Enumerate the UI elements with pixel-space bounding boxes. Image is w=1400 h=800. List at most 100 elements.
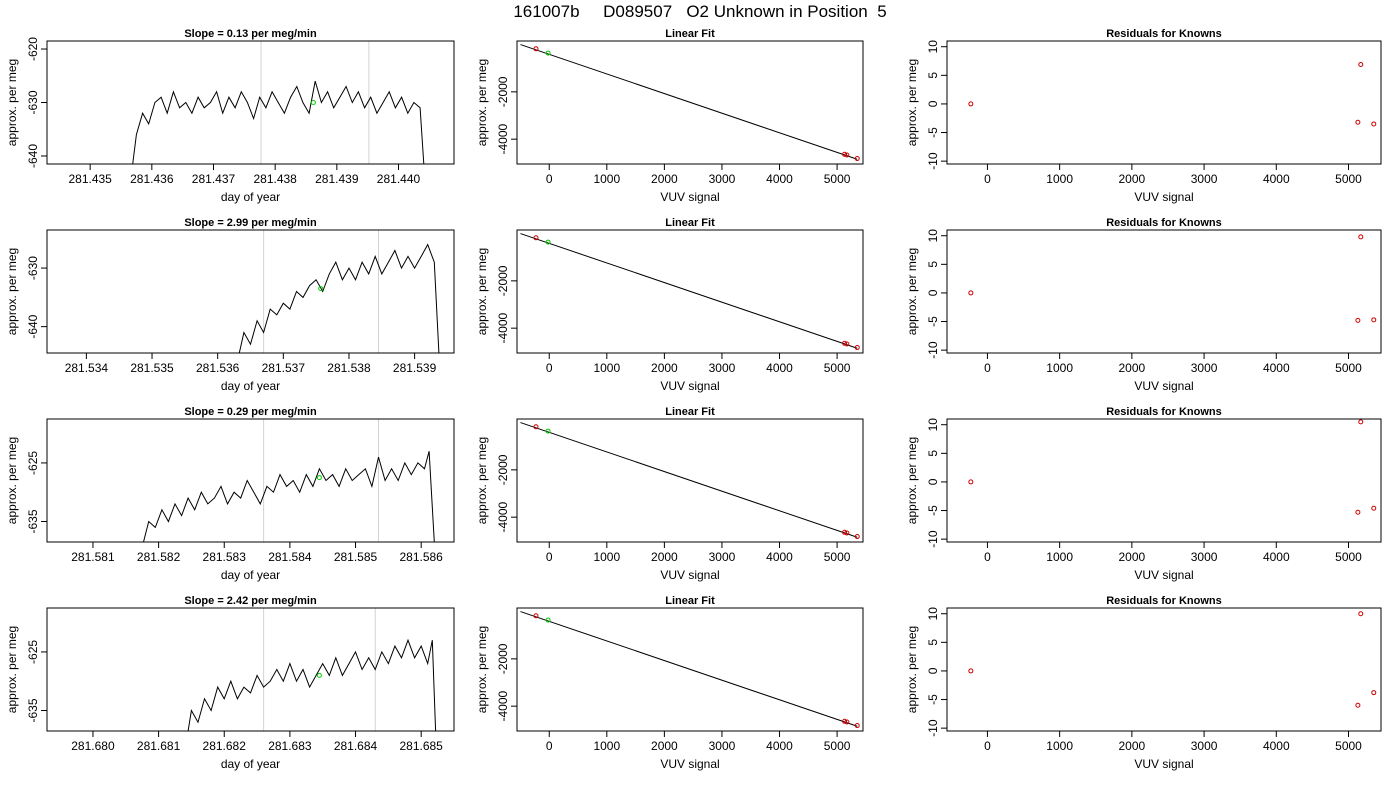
known-point	[1355, 702, 1361, 708]
y-axis-label: approx. per meg	[475, 59, 489, 146]
x-tick-label: 281.586	[399, 550, 443, 564]
plot-area	[132, 41, 425, 164]
known-point	[533, 613, 539, 619]
chart-title: Slope = 2.99 per meg/min	[184, 217, 317, 229]
x-tick-label: 1000	[593, 361, 620, 375]
known-point	[1358, 61, 1364, 67]
plot-frame	[946, 40, 1382, 165]
x-tick-label: 0	[546, 550, 553, 564]
x-tick-label: 5000	[1335, 361, 1362, 375]
known-point	[1371, 121, 1377, 127]
y-tick-label: 0	[926, 667, 940, 674]
y-axis-label: approx. per meg	[5, 626, 19, 713]
unknown-point	[545, 428, 551, 434]
known-point	[533, 424, 539, 430]
known-point	[968, 101, 974, 107]
unknown-point	[318, 286, 324, 292]
known-point	[854, 534, 860, 540]
x-tick-label: 4000	[766, 172, 793, 186]
unknown-point	[316, 672, 322, 678]
y-tick-label: 5	[926, 261, 940, 268]
y-tick-label: -10	[926, 152, 940, 170]
known-point	[842, 151, 848, 157]
y-tick-label: -4000	[496, 690, 510, 721]
known-point	[842, 718, 848, 724]
chart-title: Slope = 0.13 per meg/min	[184, 28, 317, 40]
y-tick-label: -2000	[496, 265, 510, 296]
x-axis-label: VUV signal	[660, 757, 719, 771]
x-tick-label: 3000	[1191, 550, 1218, 564]
known-point	[844, 719, 850, 725]
y-tick-label: 10	[926, 607, 940, 621]
fit-line	[520, 233, 858, 349]
y-tick-label: -2000	[496, 454, 510, 485]
y-axis-label: approx. per meg	[475, 626, 489, 713]
known-point	[1358, 419, 1364, 425]
y-tick-label: -635	[26, 698, 40, 722]
x-axis-label: day of year	[221, 757, 280, 771]
y-axis-label: approx. per meg	[5, 59, 19, 146]
chart-panel-linear-fit-row-1: Linear Fit 0 1000 2000 3000 4000 5000 -2000 -400…	[475, 28, 864, 204]
plot-area	[143, 419, 435, 542]
plot-area	[520, 44, 860, 162]
chart-title: Residuals for Knowns	[1106, 28, 1222, 40]
chart-panel-time-series-row-2: Slope = 2.99 per meg/min 281.534 281.535 28…	[5, 217, 455, 393]
chart-title: Linear Fit	[665, 406, 715, 418]
x-tick-label: 281.684	[334, 739, 378, 753]
x-tick-label: 5000	[824, 361, 851, 375]
series-trace	[238, 243, 440, 353]
y-tick-label: -4000	[496, 312, 510, 343]
x-tick-label: 281.437	[192, 172, 236, 186]
unknown-point	[316, 475, 322, 481]
known-point	[968, 290, 974, 296]
series-trace	[187, 638, 437, 731]
y-axis-label: approx. per meg	[905, 248, 919, 335]
y-tick-label: -5	[926, 694, 940, 705]
unknown-point	[545, 239, 551, 245]
x-axis-label: VUV signal	[660, 379, 719, 393]
plot-area	[968, 61, 1377, 127]
x-tick-label: 4000	[766, 550, 793, 564]
known-point	[1355, 119, 1361, 125]
x-tick-label: 3000	[709, 172, 736, 186]
y-tick-label: 5	[926, 639, 940, 646]
known-point	[1355, 317, 1361, 323]
plot-area	[187, 608, 437, 731]
x-tick-label: 0	[984, 172, 991, 186]
y-tick-label: -4000	[496, 123, 510, 154]
known-point	[854, 156, 860, 162]
y-tick-label: 10	[926, 418, 940, 432]
unknown-point	[310, 100, 316, 105]
x-tick-label: 5000	[824, 172, 851, 186]
plot-area	[968, 611, 1377, 708]
chart-panel-linear-fit-row-2: Linear Fit 0 1000 2000 3000 4000 5000 -2000 -400…	[475, 217, 864, 393]
x-tick-label: 5000	[1335, 550, 1362, 564]
chart-panel-residuals-row-1: Residuals for Knowns 0 1000 2000 3000 4000 500…	[905, 28, 1382, 204]
chart-title: Slope = 0.29 per meg/min	[184, 406, 317, 418]
x-tick-label: 0	[546, 361, 553, 375]
x-tick-label: 281.538	[327, 361, 371, 375]
x-tick-label: 281.438	[253, 172, 297, 186]
x-tick-label: 5000	[824, 550, 851, 564]
chart-panel-residuals-row-3: Residuals for Knowns 0 1000 2000 3000 4000 500…	[905, 406, 1382, 582]
y-tick-label: 10	[926, 40, 940, 54]
y-tick-label: -630	[26, 90, 40, 114]
x-tick-label: 1000	[593, 739, 620, 753]
figure-title: 161007b D089507 O2 Unknown in Position 5	[513, 2, 887, 21]
x-tick-label: 281.440	[377, 172, 421, 186]
x-tick-label: 281.584	[268, 550, 312, 564]
x-tick-label: 281.583	[203, 550, 247, 564]
plot-frame	[946, 229, 1382, 354]
x-axis-label: VUV signal	[1134, 190, 1193, 204]
known-point	[968, 479, 974, 485]
y-tick-label: -10	[926, 719, 940, 737]
x-tick-label: 281.680	[71, 739, 115, 753]
x-tick-label: 281.537	[262, 361, 306, 375]
x-tick-label: 5000	[1335, 739, 1362, 753]
x-tick-label: 3000	[709, 739, 736, 753]
x-tick-label: 1000	[1046, 172, 1073, 186]
x-tick-label: 281.683	[268, 739, 312, 753]
x-axis-label: day of year	[221, 568, 280, 582]
y-tick-label: -2000	[496, 76, 510, 107]
